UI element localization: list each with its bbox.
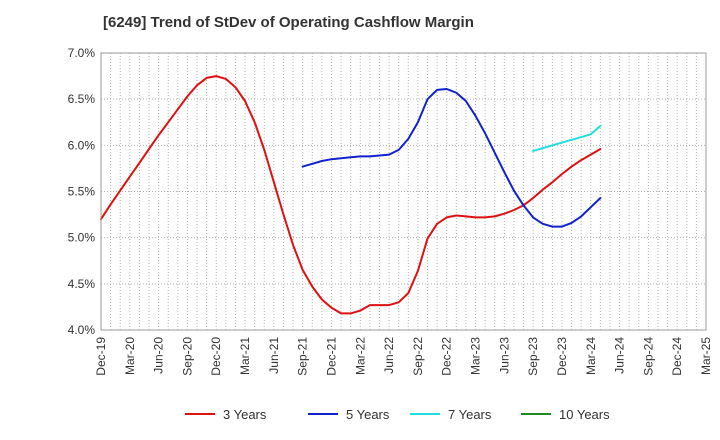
y-axis: 4.0% 4.5% 5.0% 5.5% 6.0% 6.5% 7.0% bbox=[68, 46, 96, 337]
legend-label-7-years: 7 Years bbox=[448, 407, 492, 422]
x-tick-label: Mar-24 bbox=[584, 337, 598, 375]
x-tick-label: Dec-23 bbox=[555, 337, 569, 376]
x-tick-label: Dec-24 bbox=[670, 337, 684, 376]
legend-label-5-years: 5 Years bbox=[346, 407, 390, 422]
x-tick-label: Mar-25 bbox=[699, 337, 713, 375]
y-tick-label: 5.0% bbox=[68, 231, 96, 245]
y-tick-label: 4.0% bbox=[68, 323, 96, 337]
y-tick-label: 5.5% bbox=[68, 185, 96, 199]
series-line-7-years bbox=[532, 124, 602, 152]
x-tick-label: Sep-21 bbox=[296, 337, 310, 376]
x-tick-label: Jun-20 bbox=[152, 337, 166, 374]
plot-border bbox=[100, 52, 707, 331]
legend-label-3-years: 3 Years bbox=[223, 407, 267, 422]
y-tick-label: 6.0% bbox=[68, 138, 96, 152]
x-tick-label: Dec-19 bbox=[94, 337, 108, 376]
x-tick-label: Mar-22 bbox=[353, 337, 367, 375]
x-tick-label: Mar-20 bbox=[123, 337, 137, 375]
x-axis: Dec-19 Mar-20 Jun-20 Sep-20 Dec-20 Mar-21 Jun-… bbox=[94, 337, 713, 376]
legend: 3 Years 5 Years 7 Years 10 Years bbox=[185, 407, 610, 422]
x-tick-label: Sep-20 bbox=[180, 337, 194, 376]
x-tick-label: Mar-21 bbox=[238, 337, 252, 375]
x-tick-label: Jun-21 bbox=[267, 337, 281, 374]
series-line-5-years bbox=[301, 88, 602, 228]
legend-label-10-years: 10 Years bbox=[559, 407, 610, 422]
y-tick-label: 4.5% bbox=[68, 277, 96, 291]
x-tick-label: Jun-24 bbox=[613, 337, 627, 374]
x-tick-label: Dec-22 bbox=[440, 337, 454, 376]
x-tick-label: Dec-20 bbox=[209, 337, 223, 376]
x-tick-label: Sep-22 bbox=[411, 337, 425, 376]
series-line-3-years bbox=[100, 75, 602, 315]
x-tick-label: Jun-22 bbox=[382, 337, 396, 374]
x-tick-label: Dec-21 bbox=[324, 337, 338, 376]
y-tick-label: 6.5% bbox=[68, 92, 96, 106]
y-tick-label: 7.0% bbox=[68, 46, 96, 60]
x-tick-label: Mar-23 bbox=[469, 337, 483, 375]
x-tick-label: Sep-23 bbox=[526, 337, 540, 376]
x-tick-label: Jun-23 bbox=[497, 337, 511, 374]
chart-title: [6249] Trend of StDev of Operating Cashf… bbox=[103, 14, 474, 31]
series-lines bbox=[100, 75, 602, 315]
x-tick-label: Sep-24 bbox=[641, 337, 655, 376]
